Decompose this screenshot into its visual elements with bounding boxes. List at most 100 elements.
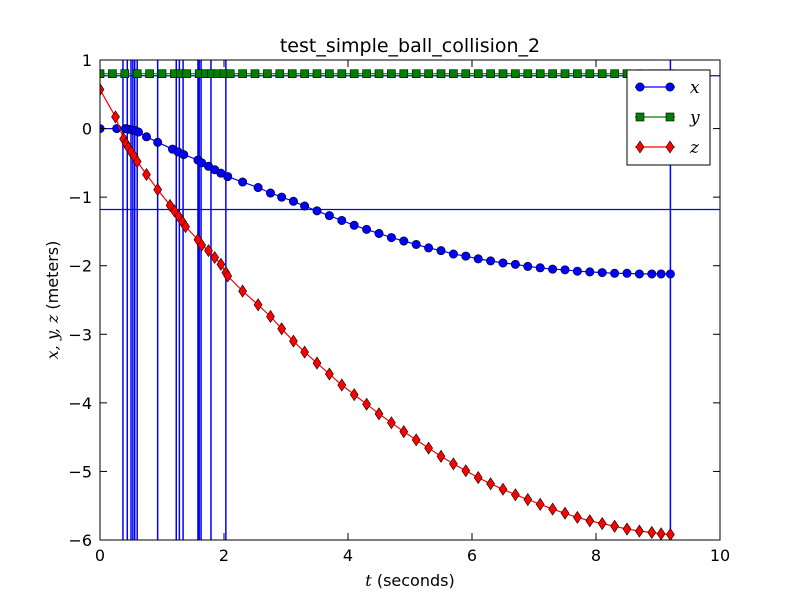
data-point-z (266, 309, 275, 323)
data-point-y (337, 69, 347, 79)
data-point-y (312, 69, 322, 79)
x-tick-label: 0 (95, 546, 105, 565)
data-point-z (289, 334, 298, 348)
data-point-x (656, 269, 666, 279)
x-tick-label: 6 (467, 546, 477, 565)
series-x (100, 124, 675, 279)
data-point-x (436, 246, 446, 256)
x-tick-label: 10 (710, 546, 730, 565)
data-point-y (597, 69, 607, 79)
data-point-y (548, 69, 557, 79)
legend: xyz (626, 69, 711, 166)
data-point-x (362, 224, 372, 234)
legend-label-y: y (689, 108, 700, 128)
data-point-z (216, 257, 226, 271)
data-point-y (300, 69, 309, 79)
x-tick-label: 2 (219, 546, 229, 565)
data-point-x (548, 264, 558, 274)
data-point-x (461, 251, 471, 261)
x-axis-label-units: (seconds) (372, 571, 455, 590)
legend-item-x: x (635, 78, 700, 98)
series-z (100, 82, 675, 540)
data-point-y (473, 69, 483, 79)
data-point-z (424, 441, 433, 455)
data-point-z (100, 82, 105, 97)
data-point-z (181, 220, 190, 234)
y-tick-label: −4 (68, 394, 92, 413)
chart-title: test_simple_ball_collision_2 (280, 35, 540, 57)
data-point-x (153, 137, 163, 147)
data-point-z (204, 244, 213, 258)
data-point-z (585, 514, 595, 528)
data-point-z (238, 284, 247, 298)
data-point-y (560, 69, 570, 79)
data-point-x (337, 215, 347, 225)
data-point-z (647, 525, 657, 539)
data-point-y (275, 69, 285, 79)
data-point-z (197, 238, 207, 252)
data-point-y (610, 69, 619, 79)
data-point-z (461, 464, 471, 478)
data-point-y (387, 69, 396, 79)
data-point-z (436, 449, 446, 463)
data-point-y (100, 69, 105, 79)
axes-frame (99, 59, 721, 541)
data-point-x (510, 259, 520, 269)
data-point-z (473, 471, 483, 485)
data-point-z (374, 407, 384, 421)
data-point-y (523, 69, 533, 79)
data-point-y (374, 69, 384, 79)
y-tick-label: 1 (82, 51, 92, 70)
y-tick-label: −5 (68, 462, 92, 481)
data-point-x (265, 188, 275, 198)
data-point-y (585, 69, 595, 79)
data-point-y (399, 69, 409, 79)
data-point-z (560, 506, 570, 520)
data-point-y (225, 69, 235, 79)
data-point-x (610, 268, 620, 278)
data-point-x (374, 228, 384, 238)
legend-label-z: z (689, 138, 700, 158)
data-point-y (498, 69, 508, 79)
data-point-y (349, 69, 359, 79)
data-point-x (399, 236, 409, 246)
legend-marker-x (635, 82, 645, 92)
y-axis-label-units: (meters) (43, 241, 62, 315)
data-point-x (312, 206, 322, 216)
y-tick-label: 0 (82, 120, 92, 139)
data-point-x (585, 267, 595, 277)
data-point-x (535, 263, 545, 273)
data-point-x (288, 196, 298, 206)
data-point-x (486, 256, 496, 266)
data-point-x (424, 243, 434, 253)
data-point-y (449, 69, 458, 79)
x-axis-label-variable: t (365, 571, 372, 590)
data-point-y (145, 69, 154, 79)
axis-ticks (99, 59, 721, 541)
legend-item-y: y (635, 108, 700, 128)
x-axis-label: t (seconds) (365, 571, 454, 590)
data-point-y (411, 69, 421, 79)
data-point-x (448, 249, 458, 259)
data-point-y (287, 69, 297, 79)
y-tick-label: −3 (68, 325, 92, 344)
data-point-z (548, 502, 557, 516)
data-point-z (535, 497, 545, 511)
legend-marker-y (665, 112, 675, 122)
data-point-y (362, 69, 371, 79)
data-point-z (153, 183, 163, 197)
data-point-x (253, 183, 263, 193)
legend-item-z: z (635, 138, 700, 158)
legend-marker-z (665, 140, 675, 154)
data-point-z (511, 488, 520, 502)
data-point-x (665, 269, 675, 279)
data-point-z (349, 388, 359, 402)
data-point-y (263, 69, 272, 79)
data-point-z (300, 345, 309, 359)
data-point-y (325, 69, 334, 79)
data-point-y (436, 69, 446, 79)
legend-marker-z (635, 140, 645, 154)
data-point-x (634, 269, 644, 279)
